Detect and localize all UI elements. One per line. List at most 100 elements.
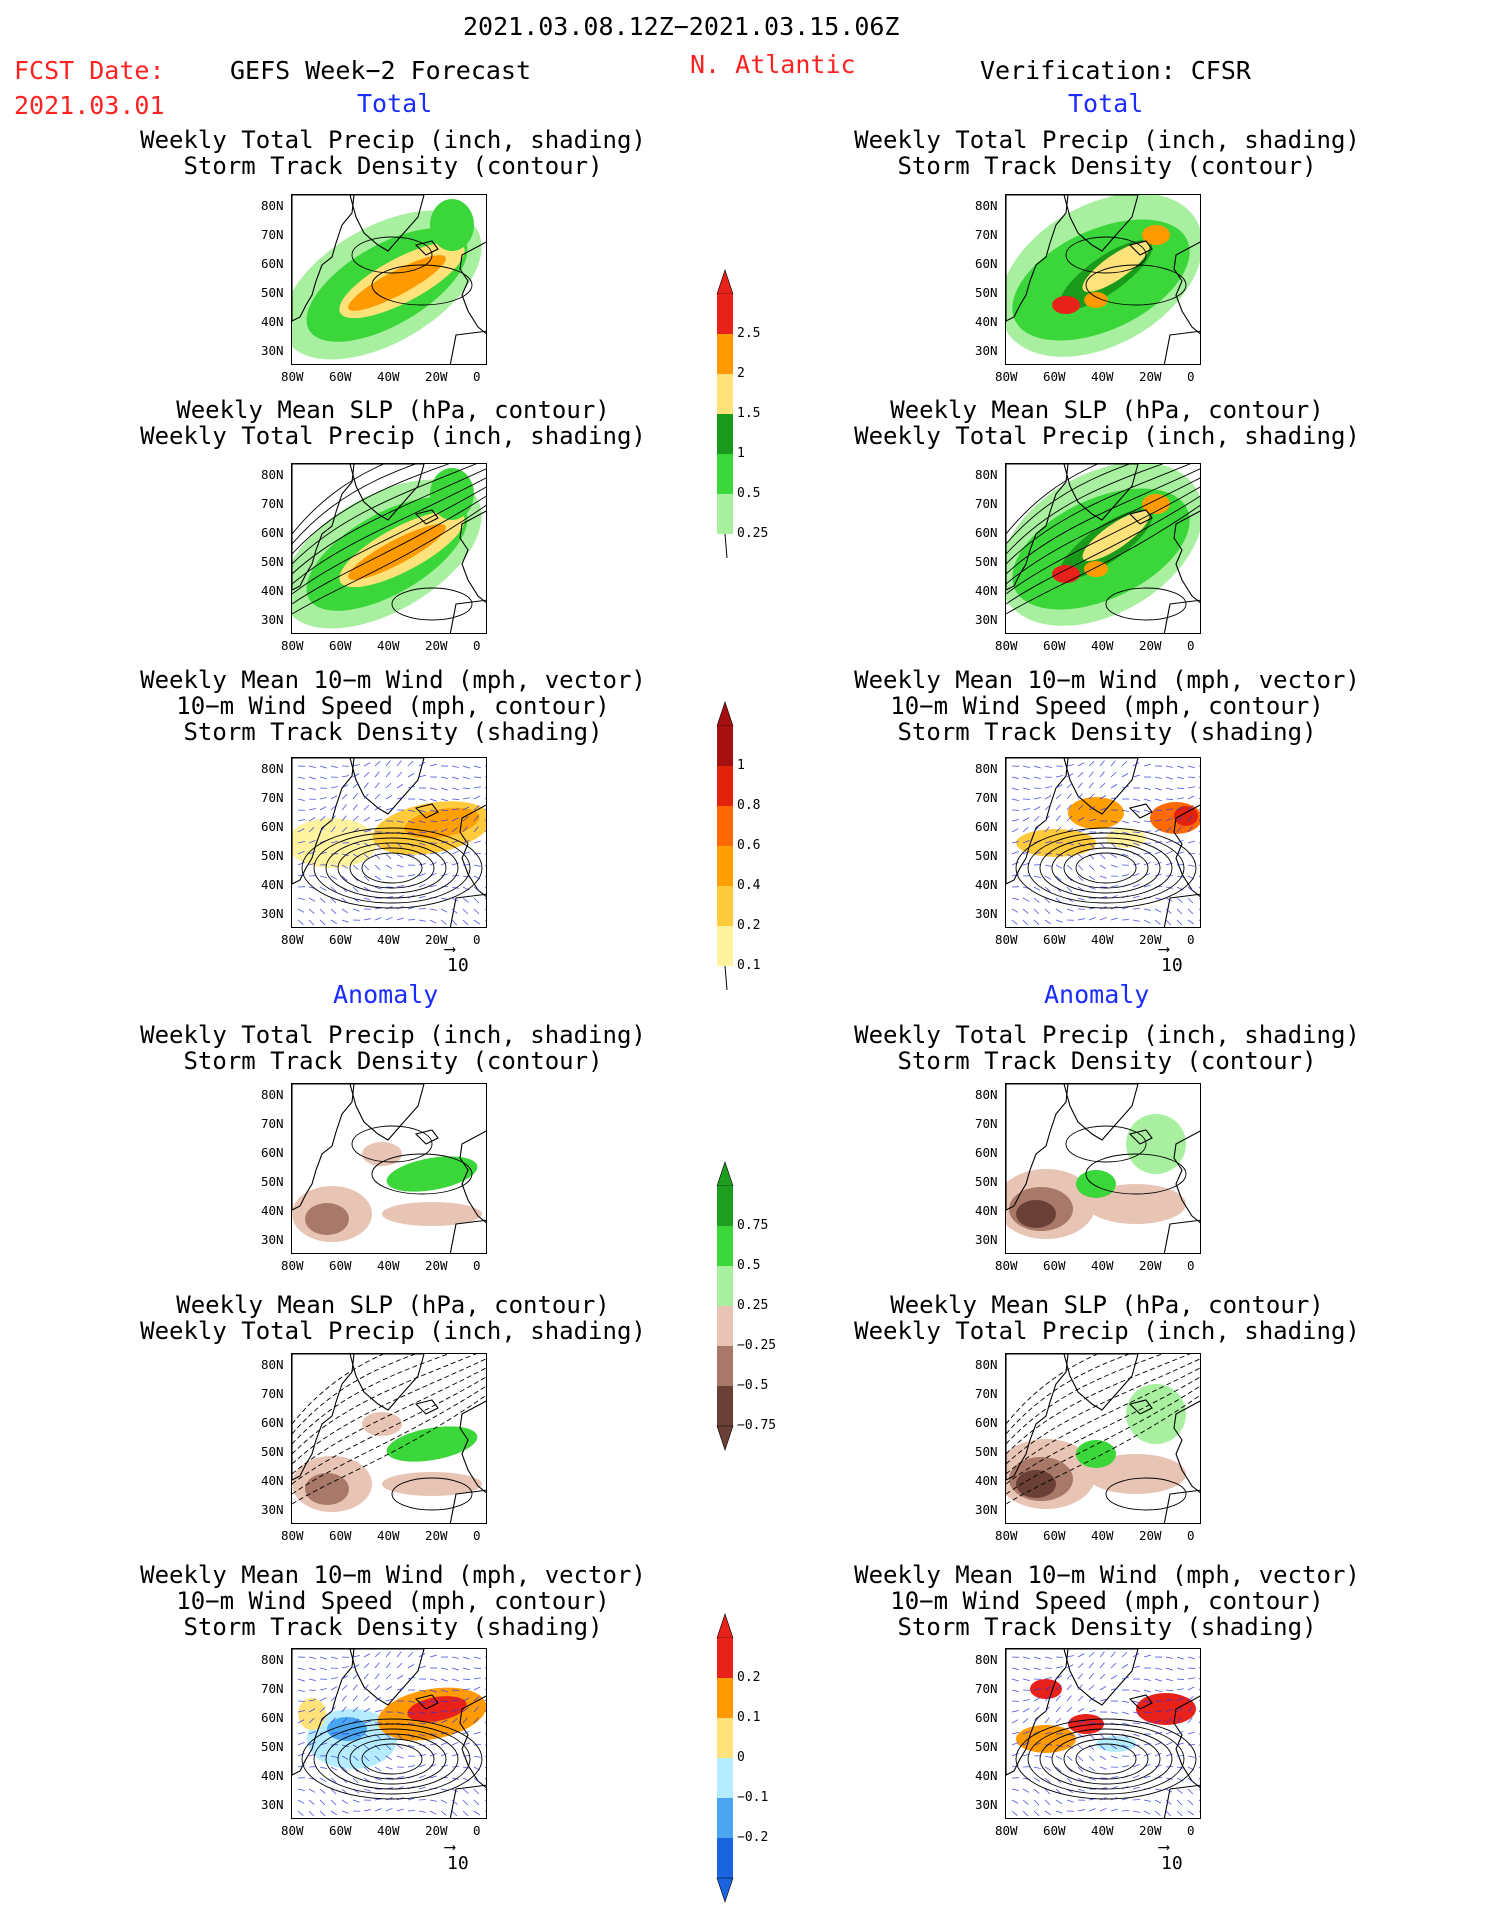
- panel-title-line: Storm Track Density (shading): [183, 718, 603, 746]
- section-anomaly-right: Anomaly: [1044, 980, 1150, 1009]
- lon-tick-label: 40W: [1091, 1258, 1114, 1273]
- lat-tick-label: 50N: [261, 1739, 284, 1754]
- lon-tick-label: 0: [1187, 932, 1195, 947]
- forecast-model-title: GEFS Week−2 Forecast: [230, 56, 532, 85]
- panel-title-line: Weekly Total Precip (inch, shading): [140, 126, 646, 154]
- lon-tick-label: 0: [1187, 1528, 1195, 1543]
- map-canvas: [1006, 1084, 1200, 1253]
- lat-tick-label: 80N: [975, 198, 998, 213]
- lat-tick-label: 50N: [975, 1444, 998, 1459]
- colorbar-label: 0.2: [737, 918, 761, 933]
- panel-title-line: Storm Track Density (shading): [183, 1613, 603, 1641]
- lat-tick-label: 70N: [975, 496, 998, 511]
- lat-tick-label: 50N: [261, 848, 284, 863]
- map-panel-5-verification: [1005, 1648, 1201, 1819]
- lat-tick-label: 60N: [261, 819, 284, 834]
- lat-tick-label: 40N: [975, 1768, 998, 1783]
- section-total-right: Total: [1068, 89, 1144, 118]
- map-panel-4-forecast: [291, 1353, 487, 1524]
- panel-title-line: Weekly Mean SLP (hPa, contour): [890, 1291, 1324, 1319]
- colorbar-label: 1.5: [737, 406, 761, 421]
- lat-tick-label: 70N: [261, 790, 284, 805]
- lat-tick-label: 40N: [975, 1473, 998, 1488]
- lon-tick-label: 60W: [1043, 638, 1066, 653]
- lat-tick-label: 30N: [975, 906, 998, 921]
- lat-tick-label: 50N: [975, 1739, 998, 1754]
- lon-tick-label: 20W: [1139, 1258, 1162, 1273]
- lon-tick-label: 80W: [281, 1823, 304, 1838]
- colorbar-label: 0.8: [737, 798, 761, 813]
- panel-title-line: Storm Track Density (contour): [897, 152, 1317, 180]
- colorbar-label: 0.25: [737, 1298, 769, 1313]
- map-panel-1-verification: [1005, 463, 1201, 634]
- colorbar-label: −0.5: [737, 1378, 769, 1393]
- lon-tick-label: 40W: [377, 1823, 400, 1838]
- lat-tick-label: 50N: [261, 1444, 284, 1459]
- lat-tick-label: 40N: [261, 1473, 284, 1488]
- lon-tick-label: 0: [473, 638, 481, 653]
- lat-tick-label: 30N: [261, 1797, 284, 1812]
- lat-tick-label: 80N: [261, 1357, 284, 1372]
- vector-ref-label: 10: [447, 1853, 469, 1874]
- lon-tick-label: 40W: [377, 932, 400, 947]
- lat-tick-label: 80N: [975, 761, 998, 776]
- region-title: N. Atlantic: [690, 50, 856, 79]
- panel-title-line: Weekly Mean 10−m Wind (mph, vector): [140, 666, 646, 694]
- fcst-date-value: 2021.03.01: [14, 91, 165, 120]
- lon-tick-label: 0: [1187, 638, 1195, 653]
- vector-ref-arrow: ⟶: [1159, 939, 1169, 958]
- lat-tick-label: 60N: [261, 1145, 284, 1160]
- lon-tick-label: 60W: [1043, 932, 1066, 947]
- colorbar-label: 2.5: [737, 326, 761, 341]
- lat-tick-label: 70N: [975, 227, 998, 242]
- panel-title-line: Weekly Mean SLP (hPa, contour): [176, 1291, 610, 1319]
- map-canvas: [1006, 464, 1200, 633]
- panel-title-line: 10−m Wind Speed (mph, contour): [176, 1587, 610, 1615]
- lon-tick-label: 60W: [1043, 1528, 1066, 1543]
- lon-tick-label: 0: [473, 932, 481, 947]
- vector-ref-arrow: ⟶: [445, 1837, 455, 1856]
- panel-title-line: 10−m Wind Speed (mph, contour): [890, 1587, 1324, 1615]
- lat-tick-label: 80N: [975, 1357, 998, 1372]
- lat-tick-label: 40N: [975, 877, 998, 892]
- lon-tick-label: 40W: [1091, 932, 1114, 947]
- lat-tick-label: 30N: [975, 1797, 998, 1812]
- lon-tick-label: 80W: [995, 638, 1018, 653]
- panel-title-line: Weekly Total Precip (inch, shading): [140, 1317, 646, 1345]
- lon-tick-label: 0: [473, 369, 481, 384]
- lat-tick-label: 40N: [261, 583, 284, 598]
- colorbar-label: −0.1: [737, 1790, 769, 1805]
- lat-tick-label: 70N: [975, 1116, 998, 1131]
- lat-tick-label: 40N: [975, 314, 998, 329]
- lat-tick-label: 60N: [261, 1710, 284, 1725]
- lon-tick-label: 20W: [1139, 1528, 1162, 1543]
- lon-tick-label: 20W: [1139, 1823, 1162, 1838]
- colorbar-label: 2: [737, 366, 745, 381]
- lon-tick-label: 40W: [377, 1258, 400, 1273]
- lon-tick-label: 20W: [1139, 369, 1162, 384]
- colorbar-label: 0.2: [737, 1670, 761, 1685]
- panel-title-line: Weekly Mean SLP (hPa, contour): [176, 396, 610, 424]
- lat-tick-label: 50N: [975, 554, 998, 569]
- colorbar-label: −0.25: [737, 1338, 777, 1353]
- map-panel-1-forecast: [291, 463, 487, 634]
- colorbar-label: 1: [737, 446, 745, 461]
- map-canvas: [292, 758, 486, 927]
- period-title: 2021.03.08.12Z−2021.03.15.06Z: [463, 12, 900, 41]
- lat-tick-label: 30N: [261, 1502, 284, 1517]
- vector-ref-label: 10: [1161, 1853, 1183, 1874]
- panel-title-line: Weekly Total Precip (inch, shading): [140, 422, 646, 450]
- map-canvas: [1006, 1354, 1200, 1523]
- lon-tick-label: 80W: [281, 369, 304, 384]
- vector-ref-arrow: ⟶: [1159, 1837, 1169, 1856]
- lon-tick-label: 60W: [329, 932, 352, 947]
- lat-tick-label: 40N: [261, 1768, 284, 1783]
- lon-tick-label: 80W: [995, 1258, 1018, 1273]
- map-canvas: [292, 464, 486, 633]
- lon-tick-label: 60W: [329, 1258, 352, 1273]
- colorbar-label: 0.5: [737, 1258, 761, 1273]
- lon-tick-label: 80W: [995, 369, 1018, 384]
- lon-tick-label: 0: [473, 1823, 481, 1838]
- lat-tick-label: 80N: [261, 1087, 284, 1102]
- lon-tick-label: 40W: [1091, 1823, 1114, 1838]
